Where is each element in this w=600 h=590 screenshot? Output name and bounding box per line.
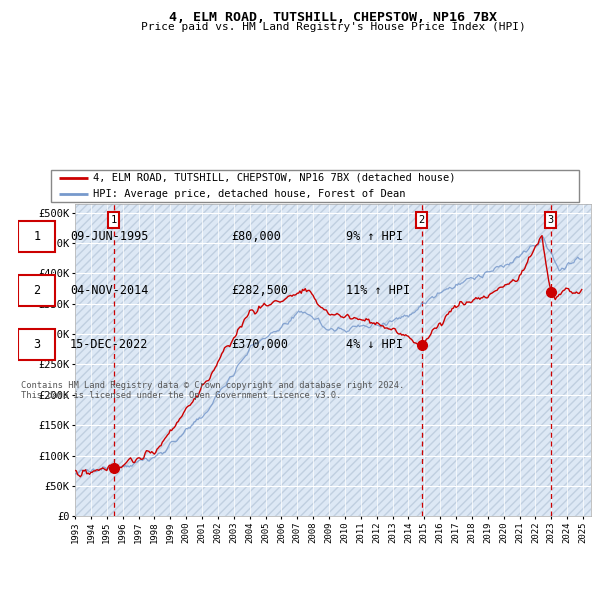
Text: 2: 2 bbox=[33, 284, 40, 297]
FancyBboxPatch shape bbox=[18, 275, 55, 306]
Text: 09-JUN-1995: 09-JUN-1995 bbox=[70, 230, 148, 243]
Text: HPI: Average price, detached house, Forest of Dean: HPI: Average price, detached house, Fore… bbox=[94, 189, 406, 199]
FancyBboxPatch shape bbox=[18, 221, 55, 252]
Text: 4% ↓ HPI: 4% ↓ HPI bbox=[346, 338, 403, 351]
Text: 3: 3 bbox=[33, 338, 40, 351]
Text: 04-NOV-2014: 04-NOV-2014 bbox=[70, 284, 148, 297]
Text: £80,000: £80,000 bbox=[231, 230, 281, 243]
Text: Contains HM Land Registry data © Crown copyright and database right 2024.
This d: Contains HM Land Registry data © Crown c… bbox=[21, 381, 404, 400]
Text: 9% ↑ HPI: 9% ↑ HPI bbox=[346, 230, 403, 243]
Text: 11% ↑ HPI: 11% ↑ HPI bbox=[346, 284, 410, 297]
Text: £282,500: £282,500 bbox=[231, 284, 288, 297]
Text: 15-DEC-2022: 15-DEC-2022 bbox=[70, 338, 148, 351]
Text: 1: 1 bbox=[33, 230, 40, 243]
Text: Price paid vs. HM Land Registry's House Price Index (HPI): Price paid vs. HM Land Registry's House … bbox=[140, 22, 526, 32]
Text: 4, ELM ROAD, TUTSHILL, CHEPSTOW, NP16 7BX: 4, ELM ROAD, TUTSHILL, CHEPSTOW, NP16 7B… bbox=[169, 11, 497, 24]
FancyBboxPatch shape bbox=[18, 329, 55, 360]
Text: 1: 1 bbox=[110, 215, 117, 225]
Text: 3: 3 bbox=[548, 215, 554, 225]
Text: £370,000: £370,000 bbox=[231, 338, 288, 351]
Text: 4, ELM ROAD, TUTSHILL, CHEPSTOW, NP16 7BX (detached house): 4, ELM ROAD, TUTSHILL, CHEPSTOW, NP16 7B… bbox=[94, 173, 456, 183]
Text: 2: 2 bbox=[419, 215, 425, 225]
FancyBboxPatch shape bbox=[50, 169, 580, 202]
